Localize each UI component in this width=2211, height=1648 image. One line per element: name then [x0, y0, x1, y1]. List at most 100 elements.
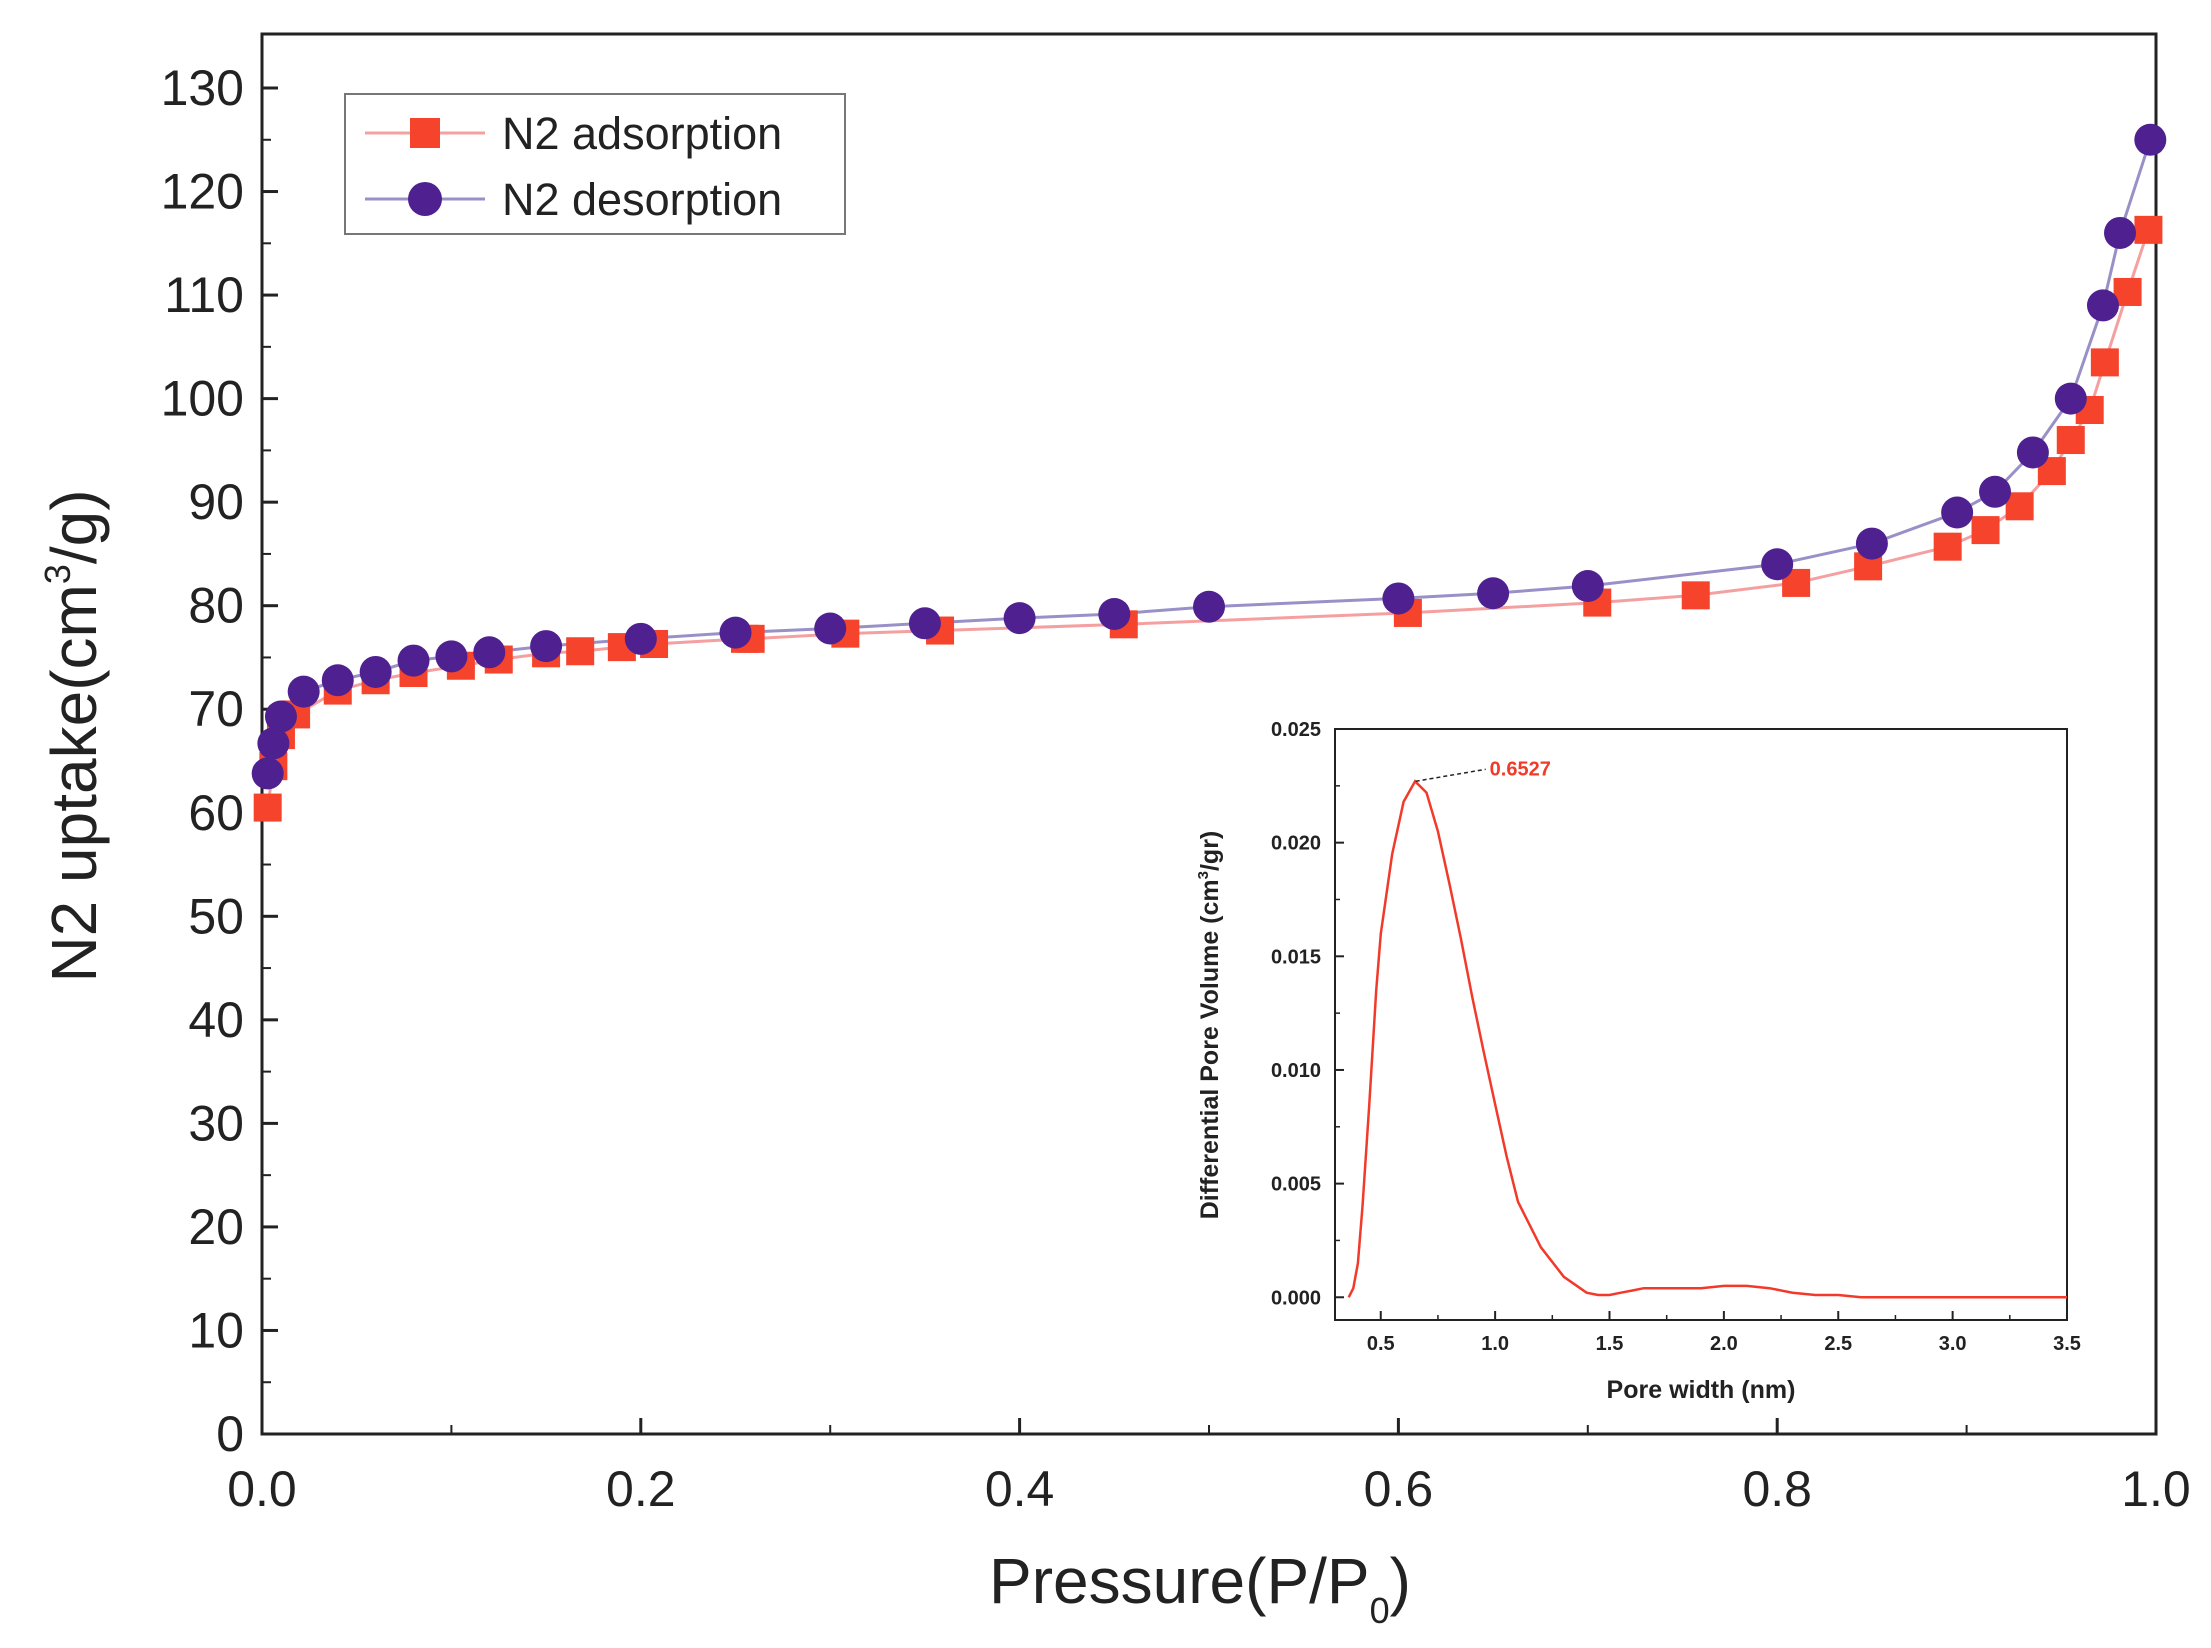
main-y-axis-label-sup: 3 [37, 564, 78, 584]
desorption-point [435, 640, 468, 673]
desorption-point [1193, 590, 1225, 623]
desorption-point [2054, 382, 2087, 415]
main-x-tick-label: 0.6 [1364, 1461, 1434, 1517]
main-y-tick-label: 10 [188, 1302, 244, 1358]
main-y-axis-label: N2 uptake(cm3/g) [37, 489, 110, 982]
legend-desorption-label: N2 desorption [502, 174, 782, 225]
adsorption-point [1933, 532, 1962, 561]
main-x-tick-label: 0.8 [1742, 1461, 1812, 1517]
inset-peak-annotation: 0.6527 [1490, 758, 1551, 780]
desorption-point [2016, 436, 2049, 469]
main-x-axis: 0.0 0.2 0.4 0.6 0.8 1.0 [227, 1418, 2191, 1517]
inset-x-tick-label: 2.0 [1710, 1333, 1738, 1355]
inset-y-axis: 0.000 0.005 0.010 0.015 0.020 0.025 [1271, 719, 1344, 1309]
desorption-point [473, 636, 506, 669]
desorption-point [257, 727, 290, 760]
inset-x-tick-label: 2.5 [1824, 1333, 1852, 1355]
main-y-tick-label: 110 [164, 267, 244, 323]
inset-y-tick-label: 0.010 [1271, 1060, 1321, 1082]
legend-adsorption-marker [410, 118, 440, 148]
main-y-tick-label: 50 [188, 888, 244, 944]
inset-y-tick-label: 0.025 [1271, 719, 1321, 741]
main-y-tick-label: 70 [188, 681, 244, 737]
inset-x-tick-label: 1.5 [1596, 1333, 1624, 1355]
adsorption-point [253, 793, 282, 822]
main-y-tick-label: 80 [188, 578, 244, 634]
desorption-point [719, 616, 752, 649]
desorption-point [1098, 597, 1131, 630]
desorption-point [321, 664, 354, 697]
adsorption-point [566, 637, 595, 666]
inset-x-axis: 0.5 1.0 1.5 2.0 2.5 3.0 3.5 [1367, 1311, 2081, 1355]
main-x-tick-label: 1.0 [2121, 1461, 2191, 1517]
inset-x-tick-label: 3.5 [2053, 1333, 2081, 1355]
desorption-point [359, 655, 392, 688]
desorption-point [2104, 216, 2137, 249]
desorption-point [1761, 548, 1794, 581]
main-x-axis-label-close: ) [1390, 1545, 1411, 1617]
desorption-point [1382, 582, 1415, 615]
inset-plot-frame [1334, 728, 2068, 1321]
main-plot-frame [260, 32, 2158, 1436]
inset-y-axis-label-sup: 3 [1195, 871, 1212, 879]
inset-y-tick-label: 0.015 [1271, 946, 1321, 968]
inset-peak-leader-line [1415, 768, 1486, 783]
inset-pore-size-curve [1347, 779, 2067, 1299]
main-x-axis-label-main: Pressure(P/P [989, 1545, 1370, 1617]
main-series-layer [251, 123, 2167, 822]
inset-y-tick-label: 0.000 [1271, 1287, 1321, 1309]
desorption-point [2086, 289, 2119, 322]
main-y-tick-label: 20 [188, 1199, 244, 1255]
main-y-tick-label: 120 [161, 164, 244, 220]
main-x-tick-label: 0.0 [227, 1461, 297, 1517]
adsorption-point [1681, 581, 1710, 610]
inset-y-tick-label: 0.005 [1271, 1174, 1321, 1196]
inset-y-axis-label-tail: /gr) [1196, 831, 1224, 871]
main-y-axis-label-tail: /g) [38, 489, 110, 564]
main-y-tick-label: 40 [188, 992, 244, 1048]
main-y-tick-label: 100 [161, 371, 244, 427]
inset-y-axis-label: Differential Pore Volume (cm3/gr) [1195, 831, 1224, 1220]
desorption-point [1571, 570, 1604, 603]
main-x-tick-label: 0.2 [606, 1461, 676, 1517]
adsorption-point [2005, 492, 2034, 521]
main-x-tick-label: 0.4 [985, 1461, 1055, 1517]
adsorption-point [1971, 516, 2000, 545]
main-x-axis-label-sub: 0 [1370, 1590, 1390, 1631]
desorption-point [908, 607, 941, 640]
main-y-axis: 0 10 20 30 40 50 60 70 80 90 100 110 120 130 [161, 60, 278, 1462]
desorption-point [2134, 123, 2167, 156]
inset-y-axis-label-main: Differential Pore Volume (cm [1196, 879, 1224, 1219]
adsorption-point [2090, 348, 2119, 377]
series-line-adsorption [266, 229, 2150, 808]
inset-x-tick-label: 3.0 [1939, 1333, 1967, 1355]
main-legend: N2 adsorption N2 desorption [344, 93, 846, 235]
main-y-tick-label: 130 [161, 60, 244, 116]
main-y-tick-label: 60 [188, 785, 244, 841]
main-y-tick-label: 30 [188, 1095, 244, 1151]
desorption-point [287, 675, 320, 708]
desorption-point [397, 644, 430, 677]
main-y-tick-label: 90 [188, 474, 244, 530]
main-x-axis-label: Pressure(P/P0) [989, 1545, 1411, 1631]
desorption-point [264, 700, 297, 733]
adsorption-point [2134, 215, 2163, 244]
desorption-point [1477, 577, 1510, 610]
inset-x-tick-label: 0.5 [1367, 1333, 1395, 1355]
desorption-point [530, 630, 563, 663]
desorption-point [624, 622, 657, 655]
desorption-point [1979, 475, 2012, 508]
inset-x-axis-label: Pore width (nm) [1607, 1376, 1796, 1404]
main-y-tick-label: 0 [216, 1406, 244, 1462]
inset-x-tick-label: 1.0 [1481, 1333, 1509, 1355]
desorption-point [1003, 602, 1036, 635]
legend-desorption-marker [408, 182, 442, 216]
desorption-point [251, 757, 284, 790]
inset-y-tick-label: 0.020 [1271, 833, 1321, 855]
main-y-axis-label-main: N2 uptake(cm [38, 584, 110, 982]
desorption-point [1941, 496, 1974, 529]
legend-adsorption-label: N2 adsorption [502, 108, 782, 159]
adsorption-point [2056, 426, 2085, 455]
inset-chart: 0.000 0.005 0.010 0.015 0.020 0.025 0.5 1.0 1.5… [1195, 719, 2081, 1404]
